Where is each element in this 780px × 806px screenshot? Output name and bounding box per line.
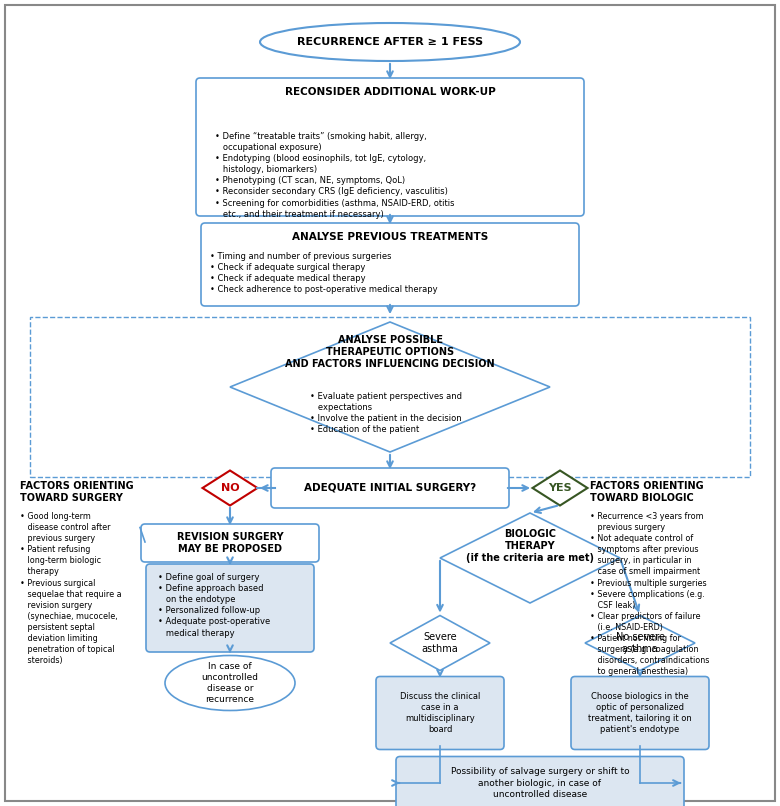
Text: • Recurrence <3 years from
   previous surgery
• Not adequate control of
   symp: • Recurrence <3 years from previous surg… bbox=[590, 512, 709, 676]
FancyBboxPatch shape bbox=[196, 78, 584, 216]
FancyBboxPatch shape bbox=[141, 524, 319, 562]
FancyBboxPatch shape bbox=[271, 468, 509, 508]
Text: REVISION SURGERY
MAY BE PROPOSED: REVISION SURGERY MAY BE PROPOSED bbox=[177, 532, 283, 555]
Text: RECONSIDER ADDITIONAL WORK-UP: RECONSIDER ADDITIONAL WORK-UP bbox=[285, 87, 495, 97]
Text: YES: YES bbox=[548, 483, 572, 493]
FancyBboxPatch shape bbox=[396, 757, 684, 806]
Polygon shape bbox=[585, 616, 695, 671]
Text: Possibility of salvage surgery or shift to
another biologic, in case of
uncontro: Possibility of salvage surgery or shift … bbox=[451, 767, 629, 799]
Polygon shape bbox=[203, 471, 257, 505]
FancyBboxPatch shape bbox=[376, 676, 504, 750]
FancyBboxPatch shape bbox=[146, 564, 314, 652]
FancyBboxPatch shape bbox=[571, 676, 709, 750]
Text: RECURRENCE AFTER ≥ 1 FESS: RECURRENCE AFTER ≥ 1 FESS bbox=[297, 37, 483, 47]
Text: • Evaluate patient perspectives and
   expectations
• Involve the patient in the: • Evaluate patient perspectives and expe… bbox=[310, 392, 462, 434]
Text: Choose biologics in the
optic of personalized
treatment, tailoring it on
patient: Choose biologics in the optic of persona… bbox=[588, 692, 692, 734]
Text: FACTORS ORIENTING
TOWARD SURGERY: FACTORS ORIENTING TOWARD SURGERY bbox=[20, 481, 133, 503]
Text: FACTORS ORIENTING
TOWARD BIOLOGIC: FACTORS ORIENTING TOWARD BIOLOGIC bbox=[590, 481, 704, 503]
Text: Severe
asthma: Severe asthma bbox=[422, 632, 459, 654]
Text: ANALYSE PREVIOUS TREATMENTS: ANALYSE PREVIOUS TREATMENTS bbox=[292, 232, 488, 242]
Polygon shape bbox=[390, 616, 490, 671]
Text: Discuss the clinical
case in a
multidisciplinary
board: Discuss the clinical case in a multidisc… bbox=[400, 692, 480, 734]
Polygon shape bbox=[440, 513, 620, 603]
FancyBboxPatch shape bbox=[201, 223, 579, 306]
Text: NO: NO bbox=[221, 483, 239, 493]
Polygon shape bbox=[533, 471, 587, 505]
Text: ADEQUATE INITIAL SURGERY?: ADEQUATE INITIAL SURGERY? bbox=[304, 483, 476, 493]
Bar bbox=[30, 317, 750, 477]
Text: • Define “treatable traits” (smoking habit, allergy,
   occupational exposure)
•: • Define “treatable traits” (smoking hab… bbox=[215, 132, 455, 218]
Text: • Define goal of surgery
• Define approach based
   on the endotype
• Personaliz: • Define goal of surgery • Define approa… bbox=[158, 573, 270, 638]
Ellipse shape bbox=[165, 655, 295, 711]
Text: • Timing and number of previous surgeries
• Check if adequate surgical therapy
•: • Timing and number of previous surgerie… bbox=[210, 252, 438, 294]
Ellipse shape bbox=[260, 23, 520, 61]
Text: No severe
asthma: No severe asthma bbox=[615, 632, 665, 654]
Text: BIOLOGIC
THERAPY
(if the criteria are met): BIOLOGIC THERAPY (if the criteria are me… bbox=[466, 529, 594, 563]
Text: • Good long-term
   disease control after
   previous surgery
• Patient refusing: • Good long-term disease control after p… bbox=[20, 512, 122, 665]
Polygon shape bbox=[230, 322, 550, 452]
Text: In case of
uncontrolled
disease or
recurrence: In case of uncontrolled disease or recur… bbox=[201, 662, 258, 704]
Text: ANALYSE POSSIBLE
THERAPEUTIC OPTIONS
AND FACTORS INFLUENCING DECISION: ANALYSE POSSIBLE THERAPEUTIC OPTIONS AND… bbox=[285, 334, 495, 369]
